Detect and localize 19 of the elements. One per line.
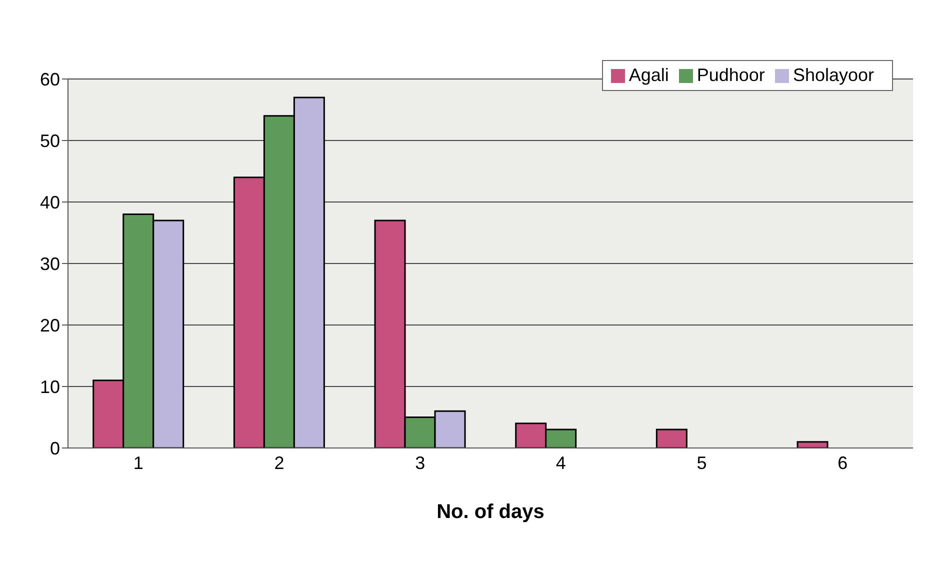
legend-label: Agali bbox=[628, 65, 669, 85]
y-tick-label: 10 bbox=[40, 376, 60, 397]
x-tick-label: 2 bbox=[274, 452, 284, 473]
y-tick-label: 20 bbox=[40, 315, 60, 336]
y-tick-label: 0 bbox=[50, 438, 60, 458]
x-axis-title: No. of days bbox=[436, 501, 544, 523]
x-tick-label: 6 bbox=[838, 452, 848, 473]
x-tick-label: 3 bbox=[415, 452, 426, 473]
bar bbox=[796, 441, 828, 448]
x-tick-label: 5 bbox=[696, 452, 707, 473]
y-tick-label: 50 bbox=[40, 130, 60, 151]
x-tick-label: 4 bbox=[556, 452, 566, 473]
y-tick-label: 30 bbox=[40, 254, 60, 274]
x-tick-label: 1 bbox=[133, 452, 144, 473]
legend-label: Pudhoor bbox=[696, 65, 765, 85]
legend-label: Sholayoor bbox=[792, 65, 874, 85]
y-tick-label: 40 bbox=[40, 192, 60, 212]
y-tick-label: 60 bbox=[40, 69, 60, 90]
bar bbox=[656, 428, 688, 448]
